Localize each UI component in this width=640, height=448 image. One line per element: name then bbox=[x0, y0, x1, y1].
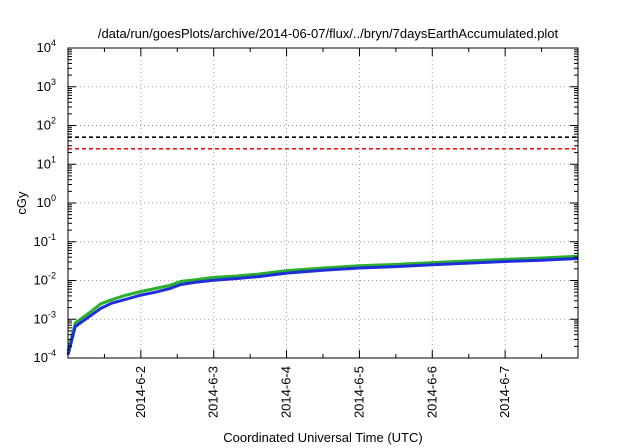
y-tick-label: 10-4 bbox=[34, 348, 56, 365]
x-tick-label: 2014-6-6 bbox=[424, 366, 439, 418]
chart-title: /data/run/goesPlots/archive/2014-06-07/f… bbox=[98, 26, 559, 41]
y-tick-label: 10-2 bbox=[34, 271, 56, 288]
reference-lines bbox=[68, 136, 578, 150]
y-tick-exponent: 3 bbox=[51, 77, 56, 87]
series-line bbox=[66, 257, 579, 356]
y-tick-exponent: 0 bbox=[51, 193, 56, 203]
y-axis-title: cGy bbox=[14, 191, 29, 215]
y-tick-label: 10-1 bbox=[34, 232, 56, 249]
series-lines bbox=[66, 254, 579, 356]
x-tick-label: 2014-6-7 bbox=[497, 366, 512, 418]
y-tick-exponent: 1 bbox=[51, 154, 56, 164]
y-tick-label: 101 bbox=[37, 154, 56, 171]
x-tick-label: 2014-6-4 bbox=[279, 366, 294, 418]
y-tick-exponent: 2 bbox=[51, 116, 56, 126]
x-tick-label: 2014-6-5 bbox=[351, 366, 366, 418]
x-axis-title: Coordinated Universal Time (UTC) bbox=[223, 430, 422, 445]
y-tick-exponent: 4 bbox=[51, 38, 56, 48]
x-tick-label: 2014-6-2 bbox=[133, 366, 148, 418]
y-tick-exponent: -3 bbox=[48, 309, 56, 319]
y-tick-exponent: -4 bbox=[48, 348, 56, 358]
grid bbox=[68, 48, 578, 358]
x-tick-labels: 2014-6-2 2014-6-3 2014-6-4 2014-6-5 2014-6-6… bbox=[133, 366, 512, 418]
y-tick-label: 104 bbox=[37, 38, 56, 55]
y-tick-label: 102 bbox=[37, 116, 56, 133]
series-line bbox=[66, 254, 579, 352]
y-tick-label: 103 bbox=[37, 77, 56, 94]
y-tick-label: 10-3 bbox=[34, 309, 56, 326]
y-tick-exponent: -2 bbox=[48, 271, 56, 281]
y-tick-label: 100 bbox=[37, 193, 56, 210]
y-tick-exponent: -1 bbox=[48, 232, 56, 242]
axis-ticks bbox=[68, 47, 578, 359]
x-tick-label: 2014-6-3 bbox=[206, 366, 221, 418]
